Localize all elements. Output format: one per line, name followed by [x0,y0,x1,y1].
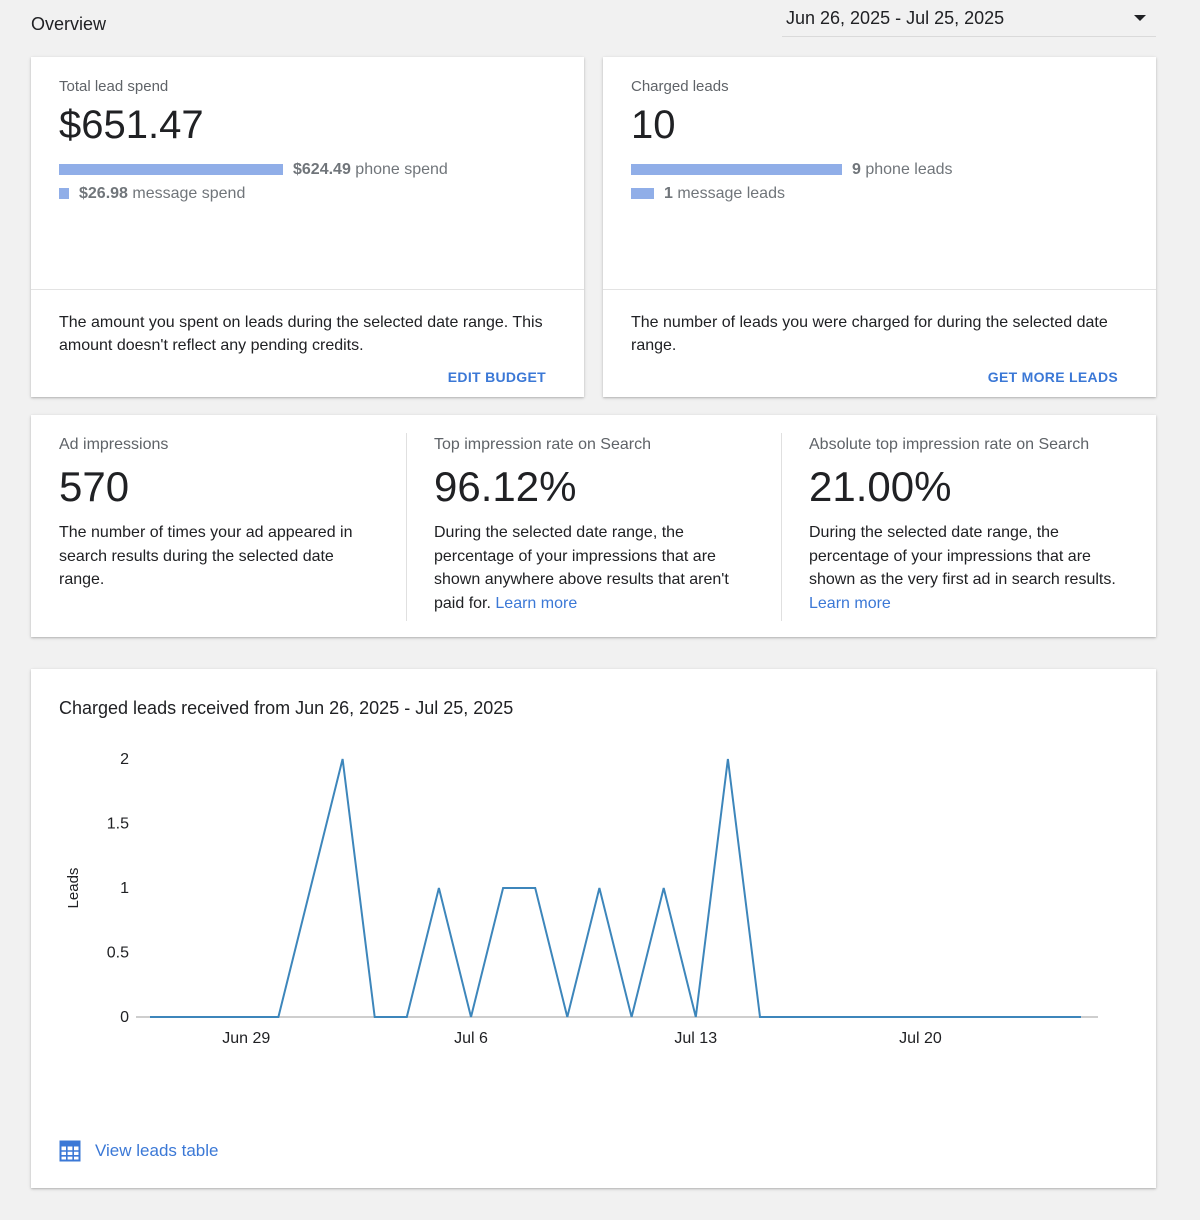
view-leads-table-label: View leads table [95,1141,219,1160]
charged-leads-chart-card: Charged leads received from Jun 26, 2025… [31,669,1156,1188]
edit-budget-button[interactable]: EDIT BUDGET [447,369,546,385]
message-spend-suffix: message spend [127,185,246,202]
top-impression-rate-stat: Top impression rate on Search 96.12% Dur… [406,415,781,637]
ad-impressions-description: The number of times your ad appeared in … [59,524,353,588]
leads-data-point [984,1016,986,1018]
abs-top-rate-value: 21.00% [809,463,952,510]
leads-data-point [727,758,729,760]
absolute-top-impression-rate-stat: Absolute top impression rate on Search 2… [781,415,1156,637]
leads-data-point [695,1016,697,1018]
charged-leads-summary: Charged leads 10 9 phone leads 1 message… [603,57,1156,290]
phone-spend-bar [59,164,283,175]
leads-data-point [470,1016,472,1018]
y-tick-label: 1 [120,880,129,897]
ad-impressions-stat: Ad impressions 570 The number of times y… [31,415,406,637]
x-tick-label: Jul 6 [454,1030,488,1047]
phone-spend-text: $624.49 phone spend [293,161,448,179]
lead-spend-description: The amount you spent on leads during the… [59,314,543,354]
leads-data-point [663,887,665,889]
leads-data-point [438,887,440,889]
leads-data-point [759,1016,761,1018]
date-range-select[interactable]: Jun 26, 2025 - Jul 25, 2025 [782,6,1156,37]
message-leads-suffix: message leads [672,185,785,202]
leads-data-point [823,1016,825,1018]
leads-data-point [1016,1016,1018,1018]
phone-spend-suffix: phone spend [350,161,448,178]
table-grid-icon [59,1140,81,1162]
leads-data-point [374,1016,376,1018]
top-rate-description: During the selected date range, the perc… [434,524,729,612]
caret-down-icon [1134,15,1146,21]
message-spend-text: $26.98 message spend [79,185,245,203]
leads-data-point [791,1016,793,1018]
y-tick-label: 0.5 [107,945,129,962]
top-rate-value: 96.12% [434,463,577,510]
overview-title: Overview [31,14,107,34]
leads-data-point [566,1016,568,1018]
charged-leads-label: Charged leads [631,78,729,95]
view-leads-table-button[interactable]: View leads table [59,1140,219,1162]
lead-spend-summary: Total lead spend $651.47 $624.49 phone s… [31,57,584,290]
date-range-value: Jun 26, 2025 - Jul 25, 2025 [786,7,1005,28]
top-rate-learn-more-link[interactable]: Learn more [495,594,578,612]
leads-data-point [855,1016,857,1018]
phone-spend-amount: $624.49 [293,161,351,178]
leads-data-point [277,1016,279,1018]
charged-leads-value: 10 [631,103,676,147]
abs-top-rate-description-block: During the selected date range, the perc… [809,521,1134,615]
leads-data-point [342,758,344,760]
x-tick-label: Jul 20 [899,1030,942,1047]
impressions-card: Ad impressions 570 The number of times y… [31,415,1156,637]
charged-leads-chart: 0 0.5 1 1.5 2 Leads Jun 29 Jul 6 Jul 13 Jul 20 [65,751,1098,1047]
leads-data-point [149,1016,151,1018]
leads-data-point [1048,1016,1050,1018]
get-more-leads-button[interactable]: GET MORE LEADS [987,369,1118,385]
charged-leads-card: Charged leads 10 9 phone leads 1 message… [603,57,1156,397]
ad-impressions-value: 570 [59,463,130,510]
chart-title: Charged leads received from Jun 26, 2025… [59,698,514,718]
leads-data-point [310,887,312,889]
leads-data-point [406,1016,408,1018]
ad-impressions-label: Ad impressions [59,436,169,453]
phone-leads-suffix: phone leads [860,161,953,178]
lead-spend-card: Total lead spend $651.47 $624.49 phone s… [31,57,584,397]
top-rate-description-block: During the selected date range, the perc… [434,521,752,615]
top-rate-label: Top impression rate on Search [434,436,651,453]
leads-data-point [598,887,600,889]
leads-data-point [181,1016,183,1018]
leads-data-point [631,1016,633,1018]
phone-leads-text: 9 phone leads [852,161,953,179]
y-tick-label: 0 [120,1009,129,1026]
stat-divider [781,433,782,621]
message-leads-count: 1 [664,185,673,202]
x-tick-label: Jul 13 [674,1030,717,1047]
y-axis-label: Leads [65,868,82,909]
y-tick-label: 2 [120,751,129,768]
leads-data-point [534,887,536,889]
abs-top-rate-label: Absolute top impression rate on Search [809,436,1090,453]
message-leads-bar [631,188,654,199]
lead-spend-label: Total lead spend [59,78,169,95]
phone-leads-count: 9 [852,161,861,178]
leads-data-point [213,1016,215,1018]
lead-spend-value: $651.47 [59,103,204,147]
leads-series-line [150,758,1081,1018]
leads-data-point [952,1016,954,1018]
leads-data-point [245,1016,247,1018]
x-tick-label: Jun 29 [222,1030,270,1047]
abs-top-rate-description: During the selected date range, the perc… [809,524,1116,588]
leads-data-point [919,1016,921,1018]
message-spend-bar [59,188,69,199]
abs-top-rate-learn-more-link[interactable]: Learn more [809,594,891,612]
message-leads-text: 1 message leads [664,185,785,203]
leads-data-point [887,1016,889,1018]
charged-leads-description: The number of leads you were charged for… [631,314,1108,354]
phone-leads-bar [631,164,842,175]
y-tick-label: 1.5 [107,816,129,833]
stat-divider [406,433,407,621]
message-spend-amount: $26.98 [79,185,128,202]
leads-data-point [1080,1016,1082,1018]
leads-data-point [502,887,504,889]
